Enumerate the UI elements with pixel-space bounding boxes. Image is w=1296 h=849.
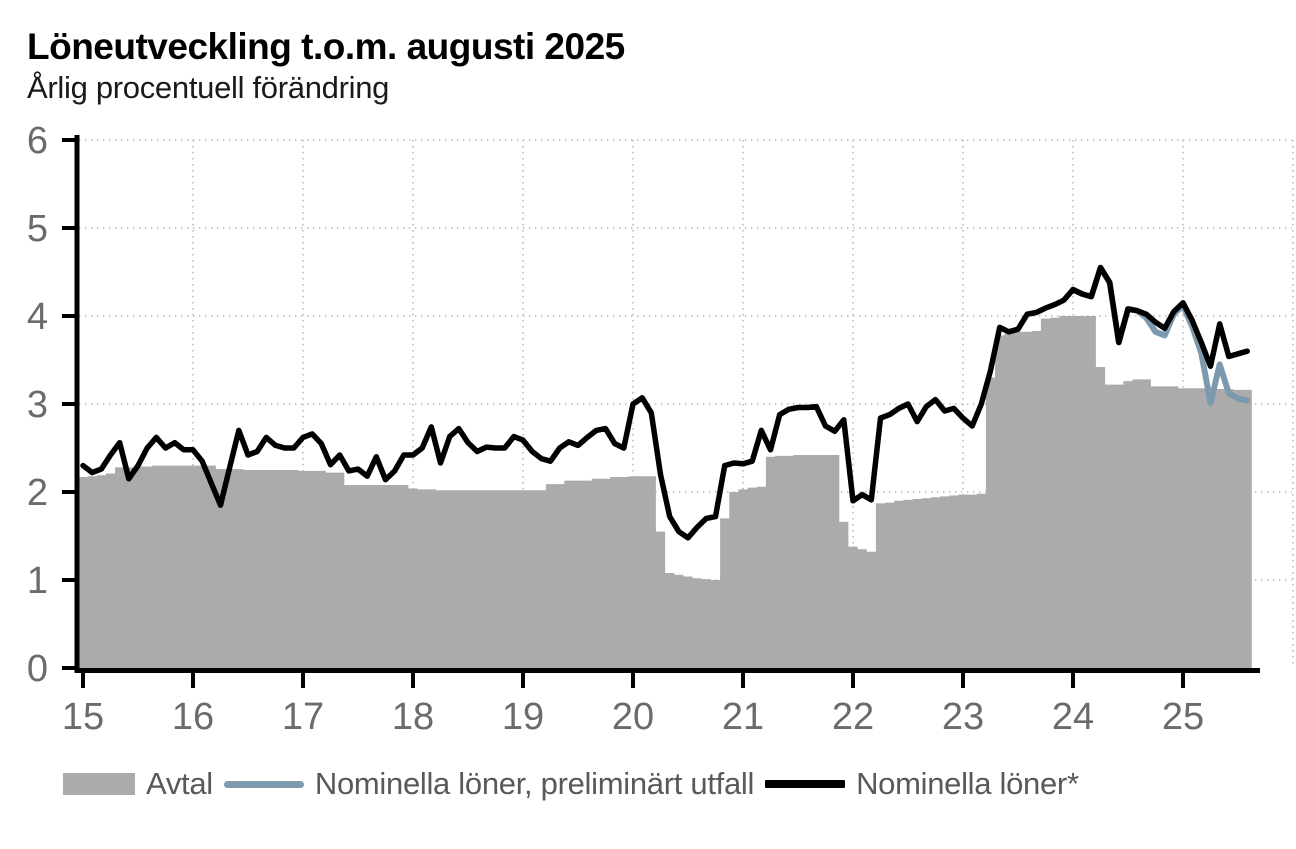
legend: Avtal Nominella löner, preliminärt utfal… (63, 762, 1079, 806)
x-axis-label: 23 (942, 696, 984, 738)
nominal-line (80, 264, 1250, 541)
avtal-area (79, 316, 1252, 668)
x-axis-label: 17 (282, 696, 324, 738)
chart-title: Löneutveckling t.o.m. augusti 2025 (27, 26, 625, 67)
legend-swatch-avtal (63, 773, 135, 795)
legend-label-nominella-loner: Nominella löner* (856, 766, 1079, 801)
x-axis-label: 21 (722, 696, 764, 738)
y-axis-label: 6 (27, 120, 48, 162)
x-axis-label: 16 (172, 696, 214, 738)
legend-label-preliminart-utfall: Nominella löner, preliminärt utfall (314, 766, 755, 801)
legend-swatch-nominella-loner (765, 780, 846, 788)
y-axis-label: 2 (27, 472, 48, 514)
x-axis-label: 19 (502, 696, 544, 738)
x-axis-label: 22 (832, 696, 874, 738)
y-axis-label: 3 (27, 384, 48, 426)
x-axis-label: 20 (612, 696, 654, 738)
y-axis-label: 1 (27, 560, 48, 602)
chart-subtitle: Årlig procentuell förändring (27, 69, 390, 105)
x-axis-label: 18 (392, 696, 434, 738)
legend-label-avtal: Avtal (146, 766, 213, 801)
x-axis-label: 24 (1052, 696, 1094, 738)
chart-header: Löneutveckling t.o.m. augusti 2025 Årlig… (27, 26, 625, 107)
y-axis-label: 5 (27, 208, 48, 250)
legend-swatch-preliminart-utfall (223, 780, 304, 788)
x-axis-label: 25 (1162, 696, 1204, 738)
x-axis-label: 15 (62, 696, 104, 738)
y-axis-label: 4 (27, 296, 48, 338)
y-axis-label: 0 (27, 648, 48, 690)
